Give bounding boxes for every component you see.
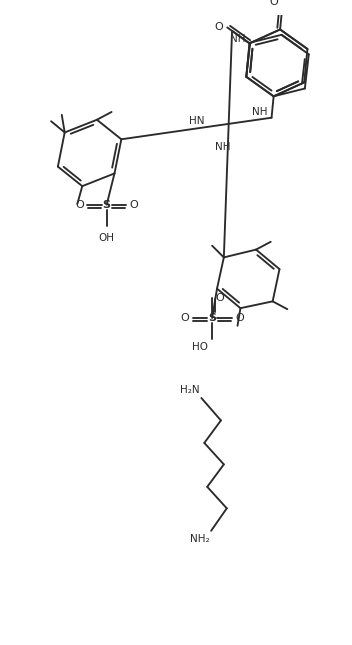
Text: HN: HN: [189, 115, 204, 126]
Text: NH: NH: [230, 34, 246, 44]
Text: O: O: [235, 313, 244, 323]
Text: O: O: [75, 200, 84, 210]
Text: S: S: [208, 313, 216, 323]
Text: NH₂: NH₂: [190, 533, 209, 544]
Text: O: O: [130, 200, 138, 210]
Text: NH: NH: [252, 107, 268, 117]
Text: OH: OH: [99, 233, 115, 243]
Text: O: O: [215, 293, 224, 303]
Text: O: O: [181, 313, 189, 323]
Text: H₂N: H₂N: [180, 385, 200, 395]
Text: O: O: [214, 23, 223, 32]
Text: S: S: [103, 200, 111, 210]
Text: NH: NH: [215, 142, 231, 152]
Text: O: O: [270, 0, 278, 7]
Text: HO: HO: [193, 342, 208, 352]
